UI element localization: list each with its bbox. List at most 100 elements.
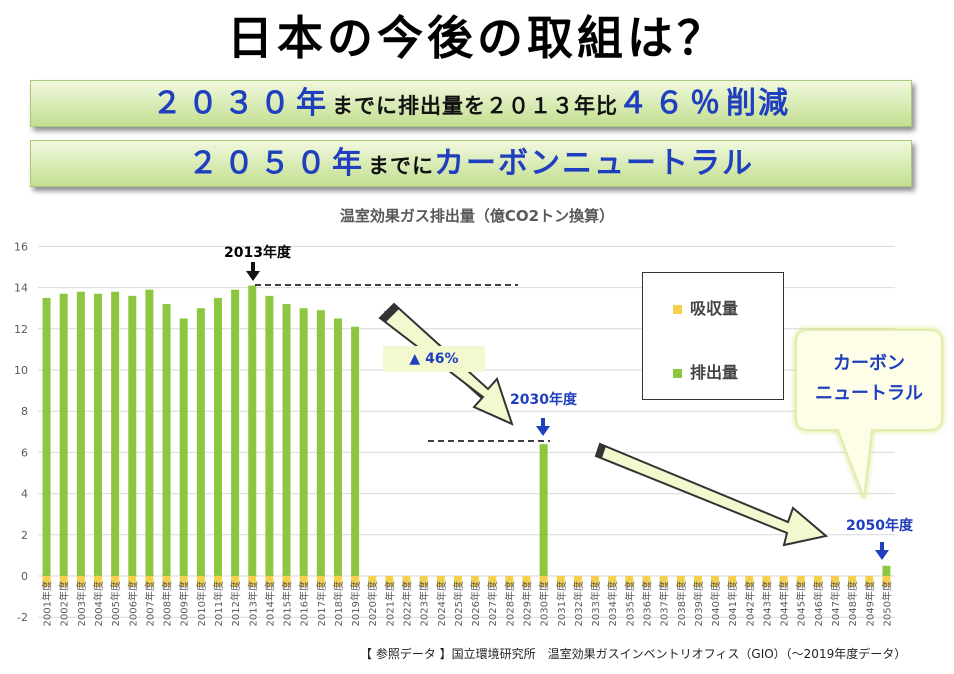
y-tick-label: 4 — [21, 488, 28, 501]
absorption-bar — [453, 576, 462, 587]
absorption-bar — [436, 576, 445, 587]
x-tick-label: 2031年度 — [555, 581, 568, 626]
absorption-bar — [265, 576, 274, 587]
x-tick-label: 2014年度 — [263, 581, 276, 626]
x-tick-label: 2022年度 — [401, 581, 414, 626]
banner1-year: ２０３０年 — [152, 86, 332, 121]
absorption-bar — [299, 576, 308, 587]
x-tick-label: 2035年度 — [623, 581, 636, 626]
y-tick-label: 14 — [14, 282, 28, 295]
absorption-bar — [93, 576, 102, 587]
label-2013: 2013年度 — [224, 245, 291, 261]
callout-bubble — [795, 329, 943, 499]
x-tick-label: 2013年度 — [246, 581, 259, 626]
absorption-bar — [659, 576, 668, 587]
x-tick-label: 2048年度 — [846, 581, 859, 626]
emission-bar — [299, 308, 308, 576]
x-tick-label: 2017年度 — [315, 581, 328, 626]
x-tick-label: 2006年度 — [126, 581, 139, 626]
x-tick-label: 2024年度 — [435, 581, 448, 626]
legend-swatch-absorption — [673, 305, 682, 314]
x-tick-label: 2018年度 — [332, 581, 345, 626]
x-tick-label: 2019年度 — [349, 581, 362, 626]
absorption-bar — [42, 576, 51, 587]
absorption-bar — [471, 576, 480, 587]
x-tick-label: 2034年度 — [606, 581, 619, 626]
absorption-bar — [316, 576, 325, 587]
emission-bar — [539, 444, 548, 576]
x-tick-label: 2015年度 — [281, 581, 294, 626]
decline-arrow-1-tail-icon — [380, 304, 399, 323]
emission-bar — [231, 289, 240, 576]
x-tick-label: 2026年度 — [469, 581, 482, 626]
x-tick-label: 2004年度 — [92, 581, 105, 626]
absorption-bar — [111, 576, 120, 587]
y-tick-label: 8 — [21, 405, 28, 418]
legend-item-absorption: 吸収量 — [673, 295, 738, 319]
x-tick-label: 2050年度 — [880, 581, 893, 626]
x-tick-label: 2037年度 — [658, 581, 671, 626]
x-tick-label: 2007年度 — [143, 581, 156, 626]
x-tick-label: 2046年度 — [812, 581, 825, 626]
absorption-bar — [145, 576, 154, 587]
x-tick-label: 2042年度 — [743, 581, 756, 626]
x-tick-label: 2038年度 — [675, 581, 688, 626]
label-2030: 2030年度 — [510, 392, 577, 408]
absorption-bar — [59, 576, 68, 587]
x-tick-label: 2030年度 — [538, 581, 551, 626]
x-tick-label: 2020年度 — [366, 581, 379, 626]
absorption-bar — [333, 576, 342, 587]
emission-bar — [179, 318, 188, 576]
absorption-bar — [676, 576, 685, 587]
absorption-bar — [402, 576, 411, 587]
emission-bar — [162, 304, 171, 576]
chart-legend: 吸収量 排出量 — [642, 272, 784, 400]
x-tick-label: 2009年度 — [178, 581, 191, 626]
page-title: 日本の今後の取組は？ — [227, 11, 727, 65]
x-tick-label: 2005年度 — [109, 581, 122, 626]
x-tick-label: 2036年度 — [640, 581, 653, 626]
emission-bar — [282, 304, 291, 576]
x-tick-label: 2016年度 — [298, 581, 311, 626]
emission-bar — [59, 293, 68, 576]
banner2-text: までに — [368, 154, 434, 178]
absorption-bar — [813, 576, 822, 587]
absorption-bar — [368, 576, 377, 587]
y-tick-label: 16 — [14, 240, 28, 253]
absorption-bar — [128, 576, 137, 587]
x-tick-label: 2039年度 — [692, 581, 705, 626]
banner2-year: ２０５０年 — [188, 146, 368, 181]
chart-title: 温室効果ガス排出量（億CO2トン換算） — [339, 207, 615, 225]
absorption-bar — [231, 576, 240, 587]
absorption-bar — [625, 576, 634, 587]
absorption-bar — [556, 576, 565, 587]
y-tick-label: 12 — [14, 323, 28, 336]
legend-item-emission: 排出量 — [673, 359, 738, 383]
absorption-bar — [882, 576, 891, 587]
emission-bar — [111, 291, 120, 576]
x-tick-label: 2002年度 — [58, 581, 71, 626]
callout-line2: ニュートラル — [815, 383, 923, 404]
x-tick-label: 2028年度 — [503, 581, 516, 626]
callout-text: カーボン ニュートラル — [796, 330, 942, 428]
y-tick-label: -2 — [17, 611, 28, 624]
reduction-percent-label: ▲ 46% — [383, 346, 485, 372]
absorption-bar — [282, 576, 291, 587]
absorption-bar — [745, 576, 754, 587]
x-tick-label: 2032年度 — [572, 581, 585, 626]
y-tick-label: 0 — [21, 570, 28, 583]
x-tick-label: 2023年度 — [418, 581, 431, 626]
absorption-bar — [351, 576, 360, 587]
y-tick-label: 10 — [14, 364, 28, 377]
absorption-bar — [642, 576, 651, 587]
callout-line1: カーボン — [833, 353, 905, 374]
x-tick-label: 2021年度 — [383, 581, 396, 626]
emission-bar — [265, 295, 274, 576]
absorption-bar — [779, 576, 788, 587]
pointer-2013-icon — [246, 262, 260, 281]
absorption-bar — [831, 576, 840, 587]
y-tick-label: 6 — [21, 446, 28, 459]
absorption-bar — [865, 576, 874, 587]
label-2050: 2050年度 — [846, 518, 913, 534]
emission-bar — [351, 326, 360, 576]
